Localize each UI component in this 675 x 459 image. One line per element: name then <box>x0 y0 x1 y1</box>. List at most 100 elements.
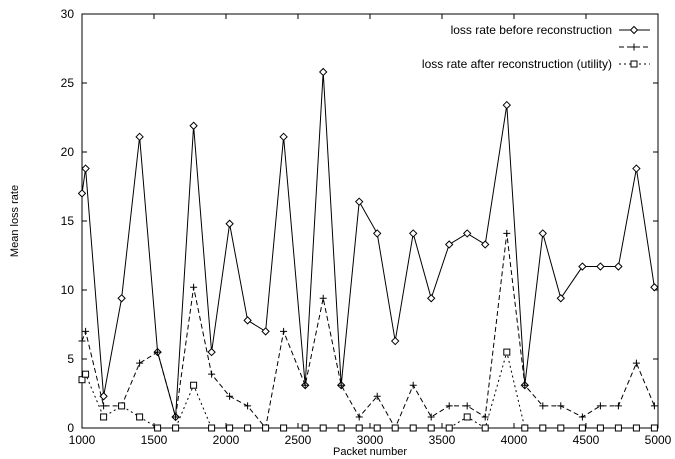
data-point <box>650 283 659 292</box>
data-point <box>280 327 288 335</box>
data-point <box>337 381 345 389</box>
data-point <box>372 229 382 238</box>
data-point <box>301 381 309 389</box>
data-point <box>521 381 529 389</box>
data-point <box>226 392 234 400</box>
legend-marker <box>630 60 638 68</box>
data-point <box>135 132 144 142</box>
data-point <box>409 424 417 432</box>
data-point <box>243 316 252 325</box>
data-point <box>578 262 587 271</box>
data-point <box>355 413 363 421</box>
data-point <box>596 424 604 432</box>
data-point <box>463 402 471 410</box>
data-point <box>463 413 471 421</box>
data-point <box>189 121 198 130</box>
data-point <box>373 424 381 432</box>
series-3 <box>78 348 658 432</box>
y-tick-label: 25 <box>61 76 75 90</box>
data-point <box>408 229 418 238</box>
data-point <box>578 413 586 421</box>
data-point <box>261 327 270 336</box>
x-tick-label: 5000 <box>645 433 672 447</box>
legend: loss rate before reconstruction loss rate… <box>422 23 650 71</box>
legend-label: loss rate before reconstruction <box>451 23 612 37</box>
data-point <box>632 424 640 432</box>
data-point <box>82 327 90 335</box>
data-point <box>426 294 436 303</box>
data-point <box>208 424 216 432</box>
data-point <box>614 262 623 271</box>
data-point <box>190 381 198 389</box>
series-2 <box>78 229 658 432</box>
data-point <box>409 381 417 389</box>
x-tick-label: 2000 <box>213 433 240 447</box>
data-point <box>596 402 604 410</box>
data-point <box>355 424 363 432</box>
data-point <box>481 424 489 432</box>
data-point <box>521 424 529 432</box>
legend-marker <box>629 25 639 35</box>
data-point <box>319 294 327 302</box>
data-point <box>207 347 216 357</box>
data-point <box>117 294 126 303</box>
data-point <box>373 392 381 400</box>
legend-marker <box>630 43 638 51</box>
data-point <box>502 100 512 110</box>
y-tick-label: 30 <box>61 7 75 21</box>
data-point <box>244 424 252 432</box>
data-point <box>556 294 566 303</box>
data-point <box>427 413 435 421</box>
data-point <box>78 337 86 345</box>
data-point <box>262 424 270 432</box>
legend-item <box>619 43 650 51</box>
data-point <box>208 370 216 378</box>
x-axis-title: Packet number <box>333 446 407 458</box>
x-tick-label: 1000 <box>69 433 96 447</box>
data-point <box>78 376 86 384</box>
data-point <box>100 413 108 421</box>
series-layer <box>77 67 659 432</box>
data-point <box>136 413 144 421</box>
data-point <box>136 359 144 367</box>
data-point <box>279 132 288 142</box>
y-tick-label: 10 <box>61 283 75 297</box>
data-point <box>77 189 87 198</box>
data-point <box>244 402 252 410</box>
data-point <box>578 424 586 432</box>
data-point <box>427 424 435 432</box>
data-point <box>301 424 309 432</box>
data-point <box>391 424 399 432</box>
data-point <box>538 229 548 238</box>
data-point <box>172 413 180 421</box>
data-point <box>632 359 640 367</box>
data-point <box>503 229 511 237</box>
y-tick-label: 5 <box>67 352 74 366</box>
x-tick-label: 2500 <box>285 433 312 447</box>
data-point <box>614 424 622 432</box>
data-point <box>480 240 490 249</box>
y-axis-title: Mean loss rate <box>9 185 21 257</box>
x-tick-label: 4000 <box>501 433 528 447</box>
y-tick-label: 0 <box>67 421 74 435</box>
data-point <box>225 219 234 228</box>
data-point <box>154 424 162 432</box>
data-point <box>557 402 565 410</box>
axis-ticks: 1000 1500 2000 2500 3000 3500 4000 4500 5000 0 5 10… <box>61 7 672 447</box>
data-point <box>318 67 328 77</box>
data-point <box>319 424 327 432</box>
data-point <box>539 424 547 432</box>
data-point <box>462 229 472 238</box>
data-point <box>445 424 453 432</box>
data-point <box>503 348 511 356</box>
data-point <box>172 424 180 432</box>
data-point <box>226 424 234 432</box>
data-point <box>614 402 622 410</box>
data-point <box>557 424 565 432</box>
data-point <box>82 370 90 378</box>
data-point <box>650 424 658 432</box>
data-point <box>337 424 345 432</box>
data-point <box>481 413 489 421</box>
